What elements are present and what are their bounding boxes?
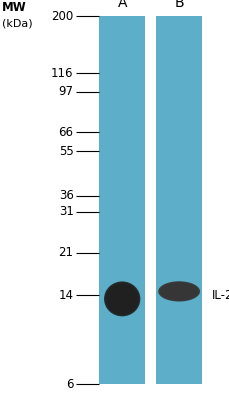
Ellipse shape xyxy=(165,285,191,298)
Ellipse shape xyxy=(105,282,139,315)
Text: IL-22: IL-22 xyxy=(211,289,229,302)
Text: 21: 21 xyxy=(58,246,73,259)
Ellipse shape xyxy=(116,294,127,304)
Ellipse shape xyxy=(106,284,137,314)
Ellipse shape xyxy=(160,282,196,300)
Ellipse shape xyxy=(109,287,134,311)
Text: 36: 36 xyxy=(58,190,73,202)
Text: 116: 116 xyxy=(51,67,73,80)
Ellipse shape xyxy=(114,291,130,306)
Ellipse shape xyxy=(171,288,186,295)
Ellipse shape xyxy=(164,284,193,298)
Ellipse shape xyxy=(172,288,185,294)
Ellipse shape xyxy=(158,281,199,302)
Ellipse shape xyxy=(163,284,194,299)
Ellipse shape xyxy=(168,286,189,296)
Text: MW: MW xyxy=(2,1,27,14)
Bar xyxy=(145,16,155,384)
Ellipse shape xyxy=(166,286,190,297)
Ellipse shape xyxy=(161,283,195,300)
Ellipse shape xyxy=(108,286,135,312)
Bar xyxy=(98,16,202,384)
Ellipse shape xyxy=(113,290,131,308)
Text: 97: 97 xyxy=(58,86,73,98)
Ellipse shape xyxy=(115,292,128,306)
Ellipse shape xyxy=(112,289,132,309)
Ellipse shape xyxy=(159,282,198,301)
Ellipse shape xyxy=(173,289,184,294)
Ellipse shape xyxy=(110,288,133,310)
Text: 200: 200 xyxy=(51,10,73,22)
Text: A: A xyxy=(117,0,126,10)
Ellipse shape xyxy=(104,282,140,316)
Text: 66: 66 xyxy=(58,126,73,139)
Ellipse shape xyxy=(107,285,136,313)
Text: (kDa): (kDa) xyxy=(2,18,33,28)
Text: 6: 6 xyxy=(66,378,73,390)
Text: 14: 14 xyxy=(58,288,73,302)
Text: 55: 55 xyxy=(59,145,73,158)
Text: B: B xyxy=(174,0,183,10)
Ellipse shape xyxy=(117,294,126,303)
Ellipse shape xyxy=(169,287,188,296)
Text: 31: 31 xyxy=(58,205,73,218)
